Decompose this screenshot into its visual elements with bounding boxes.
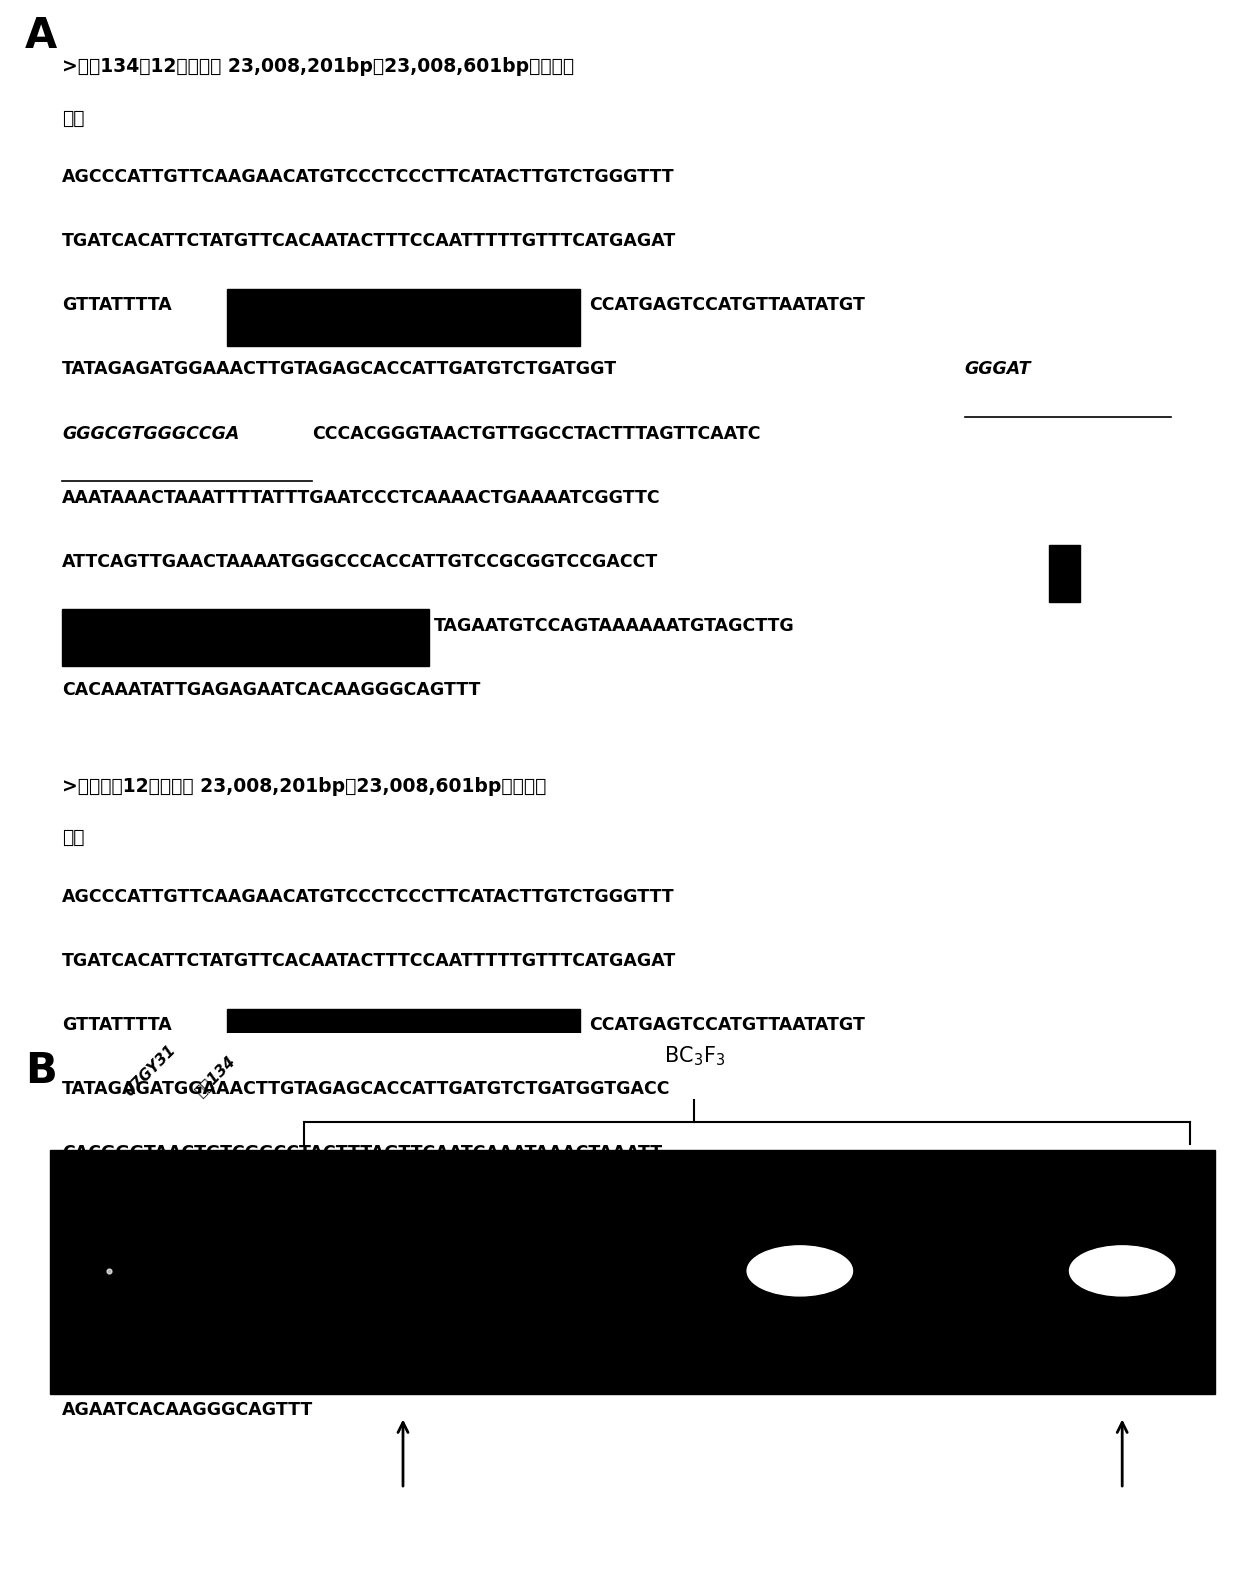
- Text: ATTCAGTTGAACTAAAATGGGCCCACCATTGTCCGCGGTCCGACCT: ATTCAGTTGAACTAAAATGGGCCCACCATTGTCCGCGGTC…: [62, 553, 658, 570]
- Text: >秀水134第12号染色体 23,008,201bp到23,008,601bp的基因组: >秀水134第12号染色体 23,008,201bp到23,008,601bp的…: [62, 57, 574, 76]
- Text: GTTATTTTA: GTTATTTTA: [62, 1017, 172, 1034]
- Bar: [62, 1330, 219, 1386]
- Ellipse shape: [746, 1246, 853, 1297]
- Bar: [1049, 545, 1080, 602]
- Text: TATAGAGATGGAAACTTGTAGAGCACCATTGATGTCTGATGGTGACC: TATAGAGATGGAAACTTGTAGAGCACCATTGATGTCTGAT…: [62, 1081, 671, 1098]
- Text: AAATGGGCCCACCATTGTCCGCGGTCCGACCT: AAATGGGCCCACCATTGTCCGCGGTCCGACCT: [62, 1273, 480, 1290]
- Bar: [227, 1009, 580, 1066]
- Text: TAGAATGTCCAGTAAAAAATGTAGCTTGCACAAATATTGAG: TAGAATGTCCAGTAAAAAATGTAGCTTGCACAAATATTGA…: [226, 1336, 754, 1354]
- Text: AGAATCACAAGGGCAGTTT: AGAATCACAAGGGCAGTTT: [62, 1400, 314, 1419]
- Text: CACAAATATTGAGAGAATCACAAGGGCAGTTT: CACAAATATTGAGAGAATCACAAGGGCAGTTT: [62, 680, 480, 699]
- Text: AAATAAACTAAATTTTATTTGAATCCCTCAAAACTGAAAATCGGTTC: AAATAAACTAAATTTTATTTGAATCCCTCAAAACTGAAAA…: [62, 488, 661, 507]
- Bar: [227, 289, 580, 346]
- Text: TTATTTTGAATCCCTCAAAACTGAAAATCGGTTCATTCAGTTGAACTA: TTATTTTGAATCCCTCAAAACTGAAAATCGGTTCATTCAG…: [62, 1208, 675, 1227]
- Text: TATAGAGATGGAAACTTGTAGAGCACCATTGATGTCTGATGGT: TATAGAGATGGAAACTTGTAGAGCACCATTGATGTCTGAT…: [62, 361, 618, 378]
- Text: 序列: 序列: [62, 108, 84, 127]
- Text: BC$_3$F$_3$: BC$_3$F$_3$: [663, 1044, 725, 1068]
- Text: 秀水134: 秀水134: [192, 1054, 238, 1100]
- Text: CACGGGTAACTGTCGGCCTACTTTAGTTCAATCAAATAAACTAAATT: CACGGGTAACTGTCGGCCTACTTTAGTTCAATCAAATAAA…: [62, 1144, 662, 1163]
- Bar: [50, 1150, 1215, 1395]
- Text: TAGAATGTCCAGTAAAAAATGTAGCTTG: TAGAATGTCCAGTAAAAAATGTAGCTTG: [434, 617, 795, 634]
- Text: GTTATTTTA: GTTATTTTA: [62, 297, 172, 315]
- Text: CCATGAGTCCATGTTAATATGT: CCATGAGTCCATGTTAATATGT: [589, 1017, 864, 1034]
- Text: B: B: [25, 1050, 57, 1092]
- Text: 序列: 序列: [62, 828, 84, 847]
- Text: TGATCACATTCTATGTTCACAATACTTTCCAATTTTTGTTTCATGAGAT: TGATCACATTCTATGTTCACAATACTTTCCAATTTTTGTT…: [62, 232, 676, 251]
- Text: AGCCCATTGTTCAAGAACATGTCCCTCCCTTCATACTTGTCTGGGTTT: AGCCCATTGTTCAAGAACATGTCCCTCCCTTCATACTTGT…: [62, 168, 675, 186]
- Text: CCCACGGGTAACTGTTGGCCTACTTTAGTTCAATC: CCCACGGGTAACTGTTGGCCTACTTTAGTTCAATC: [312, 424, 761, 442]
- Text: GGGCGTGGGCCGA: GGGCGTGGGCCGA: [62, 424, 239, 442]
- Text: >日本晴第12号染色体 23,008,201bp到23,008,601bp的基因组: >日本晴第12号染色体 23,008,201bp到23,008,601bp的基因…: [62, 777, 547, 796]
- Text: GGGAT: GGGAT: [965, 361, 1032, 378]
- Text: A: A: [25, 16, 57, 57]
- Text: TGATCACATTCTATGTTCACAATACTTTCCAATTTTTGTTTCATGAGAT: TGATCACATTCTATGTTCACAATACTTTCCAATTTTTGTT…: [62, 952, 676, 971]
- Bar: [62, 610, 429, 666]
- Bar: [766, 1265, 1203, 1322]
- Text: CCATGAGTCCATGTTAATATGT: CCATGAGTCCATGTTAATATGT: [589, 297, 864, 315]
- Text: AGCCCATTGTTCAAGAACATGTCCCTCCCTTCATACTTGTCTGGGTTT: AGCCCATTGTTCAAGAACATGTCCCTCCCTTCATACTTGT…: [62, 888, 675, 906]
- Text: 07GY31: 07GY31: [122, 1042, 179, 1100]
- Ellipse shape: [1069, 1246, 1176, 1297]
